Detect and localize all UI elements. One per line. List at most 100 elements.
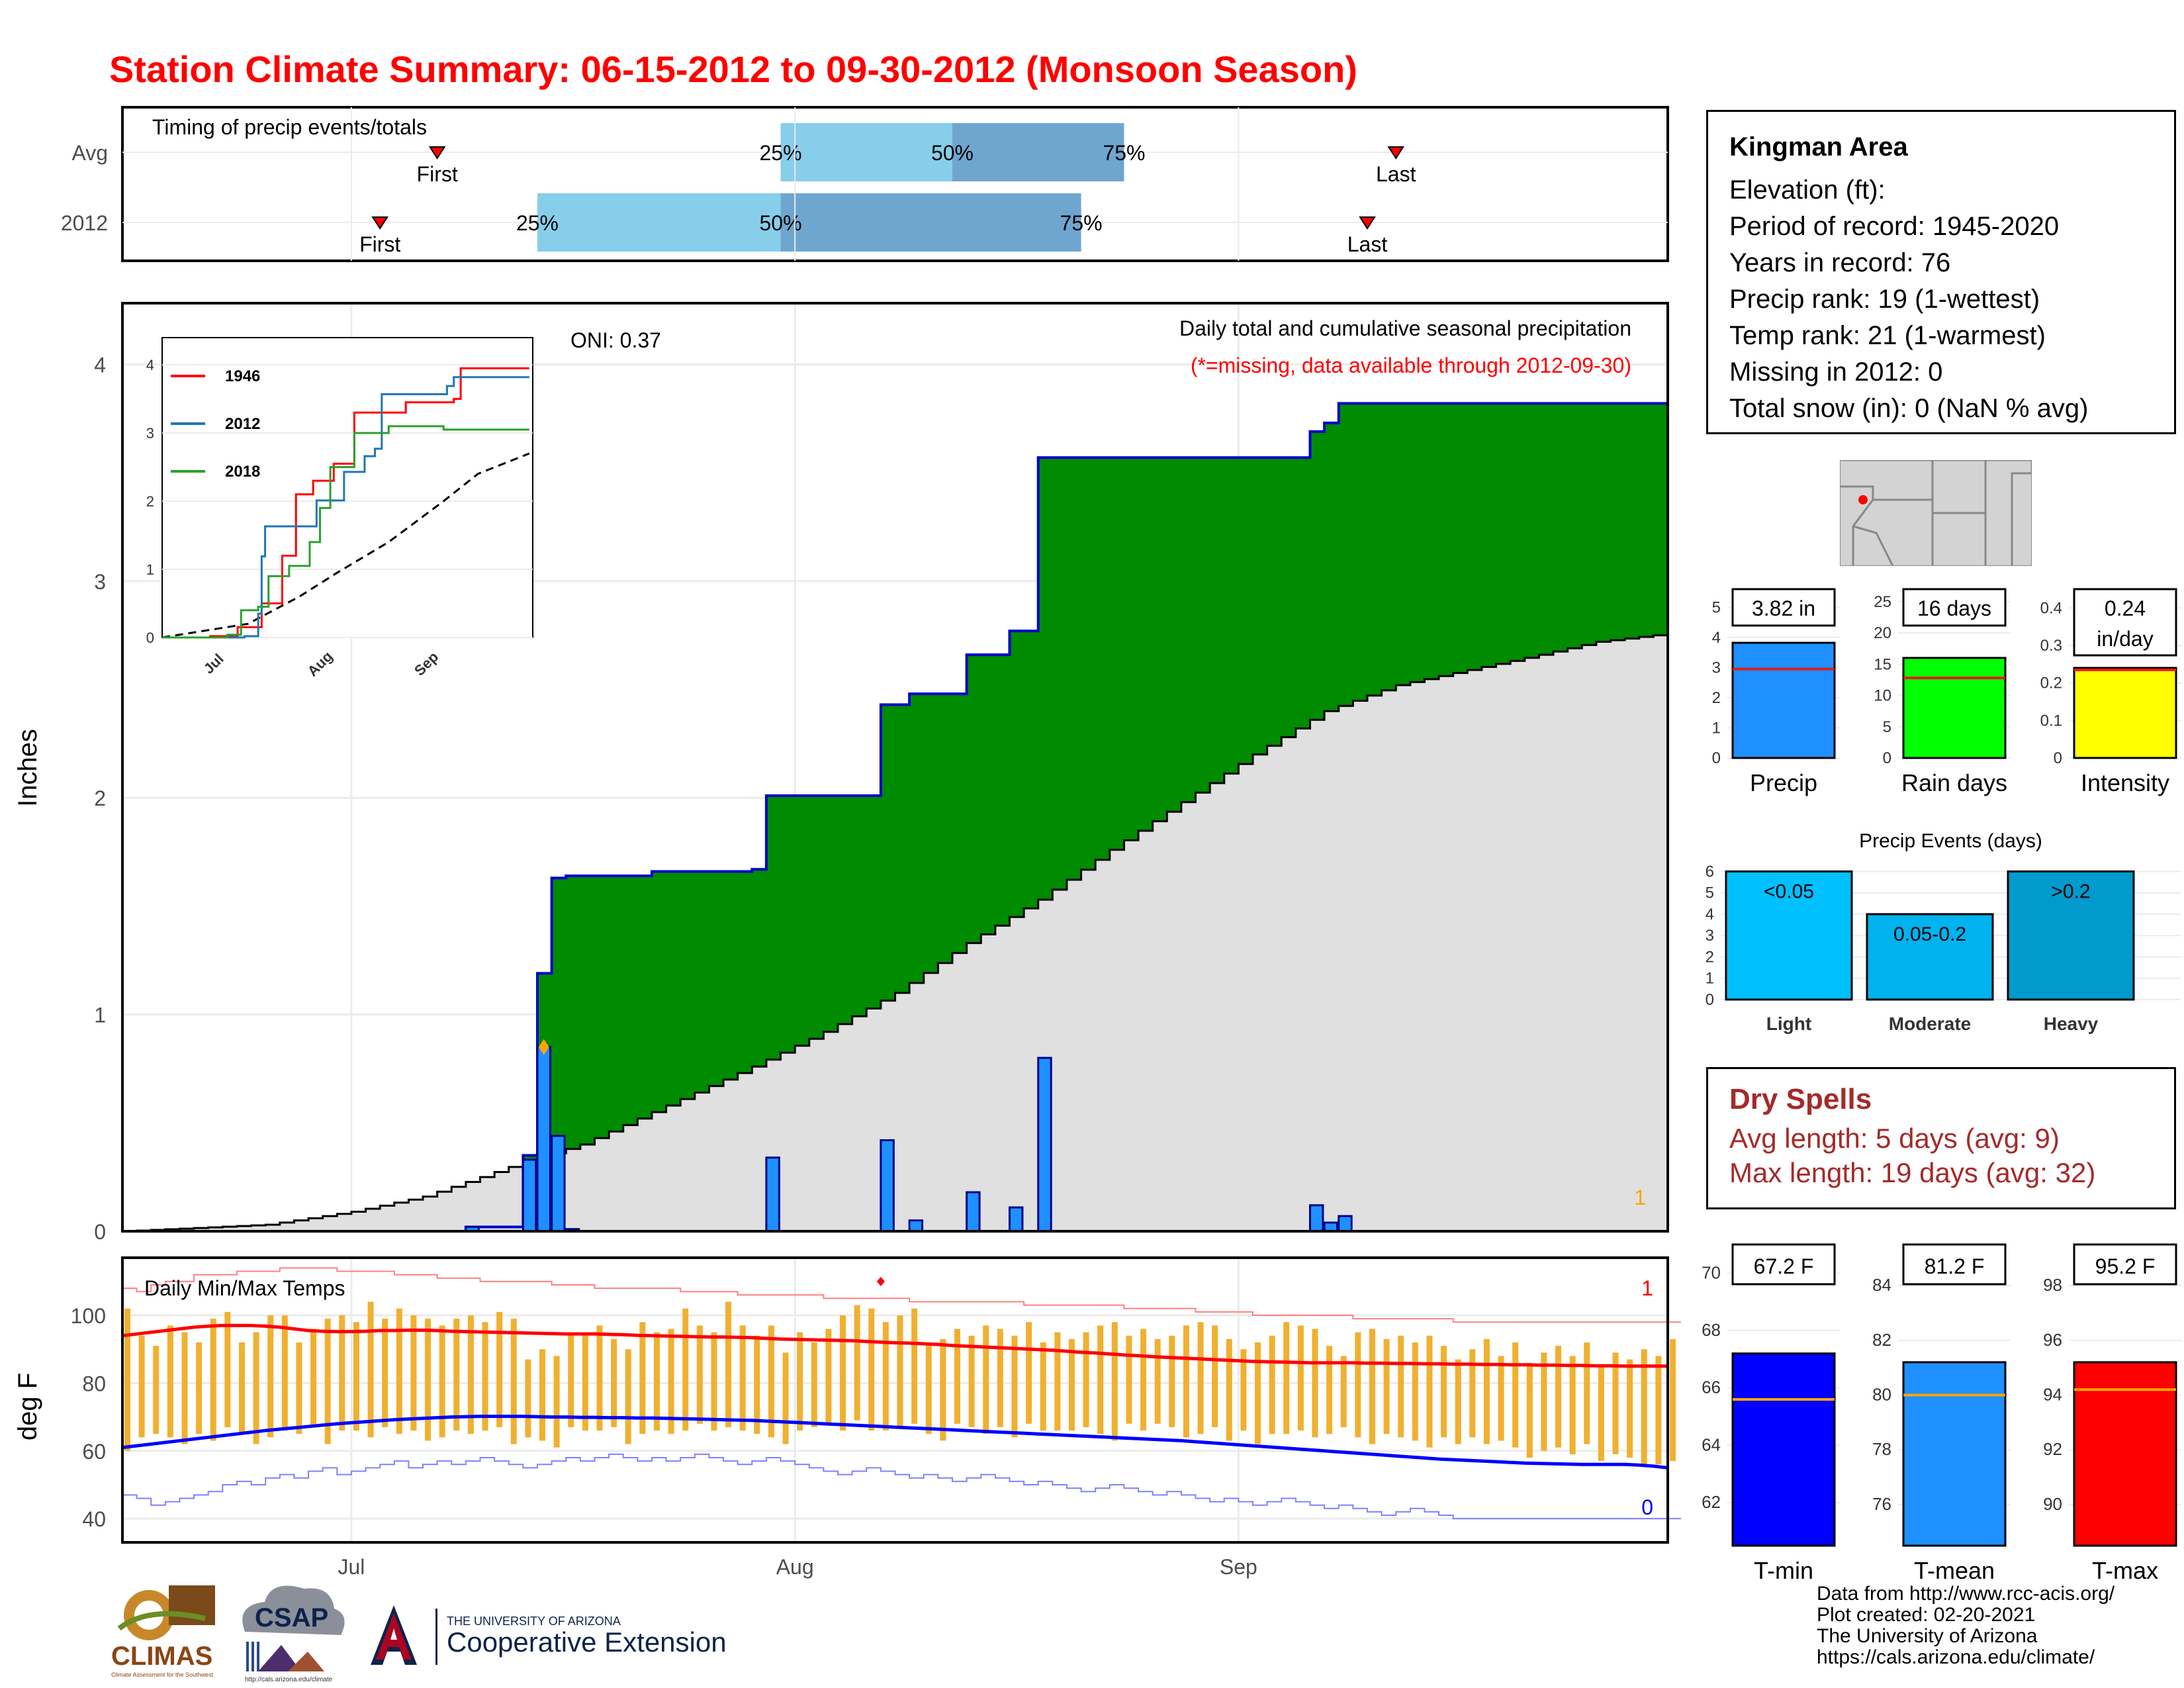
stat-category-label: Precip [1750,769,1817,796]
tbar-tick-label: 70 [1702,1262,1721,1282]
tbar-tick-label: 62 [1702,1492,1721,1512]
tbar-value-label: 81.2 F [1925,1254,1985,1278]
daily-temp-bar [224,1311,231,1427]
precip-events-panel: Precip Events (days) 0 1 2 3 4 5 6 <0.05 Light 0.0… [1706,830,2181,1034]
inset-legend-label: 2012 [225,415,260,433]
timing-bar-q50-q75 [780,193,1081,252]
record-high-line [122,1267,1681,1323]
station-precip-rank: Precip rank: 19 (1-wettest) [1729,285,2040,314]
precip-ytick-label: 0 [94,1220,106,1244]
events-title: Precip Events (days) [1859,830,2042,852]
temp-bars-panel: 62 64 66 68 70 67.2 F T-min 76 78 80 82 84 81.2 F T-m… [1702,1243,2181,1584]
daily-temp-bar [539,1349,545,1441]
daily-temp-bar [410,1315,417,1431]
daily-temp-bar [353,1322,359,1431]
tbar-tick-label: 84 [1872,1275,1891,1295]
daily-temp-bar [825,1329,832,1424]
timing-q25-label: 25% [516,211,559,235]
daily-temp-bar [1627,1359,1633,1458]
daily-temp-bar [1111,1322,1118,1441]
stat-category-label: Intensity [2081,769,2169,796]
temp-record-low-count: 0 [1641,1495,1653,1519]
precip-ylabel: Inches [13,729,42,807]
daily-precip-bar [908,1219,924,1233]
events-bar-label: <0.05 [1764,880,1814,902]
daily-temp-bar [882,1322,889,1431]
tbar-value-label: 95.2 F [2095,1254,2156,1278]
daily-temp-bar [467,1315,474,1434]
daily-precip-bar [551,1135,566,1233]
daily-temp-bar [1412,1342,1418,1441]
daily-temp-bar [611,1338,617,1427]
daily-temp-bar [668,1329,674,1434]
daily-temp-bar [682,1308,689,1431]
daily-temp-bar [324,1319,331,1444]
stat-tick-label: 15 [1874,655,1891,673]
stat-tick-label: 10 [1874,687,1891,705]
daily-temp-bar [711,1332,717,1431]
station-info-box: Kingman Area Elevation (ft): Period of r… [1706,110,2176,434]
ua-big-text: Cooperative Extension [447,1626,727,1658]
climas-logo: CLIMAS Climate Assessment for the Southw… [111,1585,215,1678]
precip-ytick-label: 4 [94,353,106,377]
timing-first-label: First [359,232,400,256]
daily-temp-bar [1026,1322,1032,1424]
daily-temp-bar [1154,1338,1161,1424]
inset-ytick-label: 0 [146,630,154,646]
station-years: Years in record: 76 [1729,248,1951,277]
daily-precip-bar [1037,1056,1052,1233]
month-tick-label: Sep [1220,1555,1257,1579]
daily-temp-bar [1383,1338,1390,1434]
timing-label: Timing of precip events/totals [152,115,427,139]
tbar-category-label: T-min [1754,1557,1813,1584]
daily-temp-bar [1169,1335,1175,1427]
events-tick-label: 6 [1706,863,1714,880]
daily-precip-bar [1008,1206,1024,1233]
daily-temp-bar [625,1349,631,1444]
daily-temp-bar [1197,1322,1204,1434]
inset-series-line [162,376,529,639]
locator-map [1840,460,2032,566]
daily-temp-bar [897,1315,903,1427]
daily-temp-bar [181,1332,188,1444]
daily-precip-bar [966,1191,981,1233]
tbar-tick-label: 98 [2043,1275,2062,1295]
events-category-label: Moderate [1889,1013,1971,1034]
temp-panel-title: Daily Min/Max Temps [144,1276,345,1300]
timing-last-marker [1387,146,1405,160]
daily-temp-bar [653,1332,660,1431]
precip-average-line [122,634,1668,1233]
stat-tick-label: 0 [2054,749,2062,767]
events-bar-label: >0.2 [2051,880,2090,902]
credit-line: https://cals.arizona.edu/climate/ [1817,1646,2095,1668]
stat-bars-panel: 0 1 2 3 4 5 3.82 in Precip 0 5 10 15 20 25 16 days Rain… [1712,588,2181,796]
daily-temp-bar [1455,1359,1461,1444]
tbar-tick-label: 94 [2043,1385,2062,1405]
avg-max-line [122,1323,1668,1368]
events-bar [1866,913,1994,1001]
daily-temp-bar [1326,1346,1333,1434]
daily-temp-bar [1140,1329,1147,1431]
daily-temp-bar [1355,1332,1361,1438]
timing-bar-q50-q75 [952,123,1124,181]
daily-temp-bar [1240,1349,1247,1431]
tbar-tick-label: 78 [1872,1439,1891,1459]
tbar-value-box [2073,1243,2177,1286]
daily-temp-bar [954,1329,960,1424]
daily-temp-bar [1083,1332,1089,1427]
stat-tick-label: 3 [1712,659,1721,677]
month-tick-label: Aug [776,1555,814,1579]
temp-ytick-label: 100 [71,1304,106,1328]
daily-temp-bar [210,1319,216,1441]
tbar-tick-label: 92 [2043,1439,2062,1459]
precip-record-count: 1 [1634,1186,1646,1209]
daily-temp-bar [238,1342,245,1434]
stat-value-box [1731,588,1836,627]
timing-q75-label: 75% [1103,141,1145,165]
oni-label: ONI: 0.37 [570,328,661,352]
inset-legend-label: 2018 [225,463,260,481]
inset-xtick-label: Aug [304,648,336,680]
tbar-bar [1731,1352,1836,1547]
daily-temp-bar [367,1301,374,1438]
stat-tick-label: 0 [1712,749,1721,767]
